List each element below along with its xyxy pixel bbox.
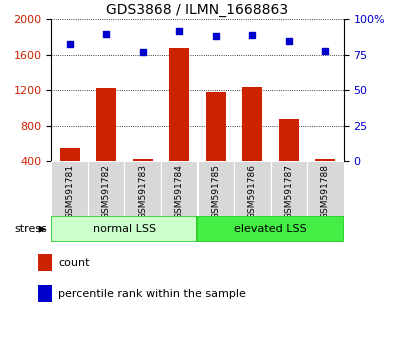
Point xyxy=(249,32,256,38)
Bar xyxy=(60,148,80,196)
Text: count: count xyxy=(58,258,90,268)
Bar xyxy=(234,161,271,216)
Point xyxy=(213,34,219,39)
Bar xyxy=(88,161,124,216)
Bar xyxy=(51,216,198,242)
Text: stress: stress xyxy=(14,224,47,234)
Bar xyxy=(133,159,153,196)
Text: normal LSS: normal LSS xyxy=(93,224,156,234)
Text: GSM591786: GSM591786 xyxy=(248,164,257,219)
Text: elevated LSS: elevated LSS xyxy=(234,224,307,234)
Text: GSM591783: GSM591783 xyxy=(138,164,147,219)
Bar xyxy=(307,161,344,216)
Text: GSM591784: GSM591784 xyxy=(175,164,184,219)
Bar xyxy=(279,120,299,196)
Bar xyxy=(38,285,51,302)
Title: GDS3868 / ILMN_1668863: GDS3868 / ILMN_1668863 xyxy=(106,3,289,17)
Bar xyxy=(198,161,234,216)
Bar xyxy=(96,88,116,196)
Bar xyxy=(38,254,51,271)
Point xyxy=(139,49,146,55)
Text: GSM591781: GSM591781 xyxy=(65,164,74,219)
Text: GSM591788: GSM591788 xyxy=(321,164,330,219)
Bar xyxy=(169,48,189,196)
Bar xyxy=(51,161,88,216)
Point xyxy=(286,38,292,44)
Point xyxy=(322,48,329,53)
Point xyxy=(103,31,109,36)
Bar xyxy=(271,161,307,216)
Bar xyxy=(198,216,344,242)
Text: percentile rank within the sample: percentile rank within the sample xyxy=(58,289,246,299)
Text: GSM591787: GSM591787 xyxy=(284,164,293,219)
Bar xyxy=(161,161,198,216)
Text: GSM591785: GSM591785 xyxy=(211,164,220,219)
Bar xyxy=(206,92,226,196)
Point xyxy=(176,28,182,34)
Text: GSM591782: GSM591782 xyxy=(102,164,111,219)
Bar xyxy=(124,161,161,216)
Bar xyxy=(315,159,335,196)
Bar xyxy=(242,87,262,196)
Point xyxy=(66,41,73,46)
